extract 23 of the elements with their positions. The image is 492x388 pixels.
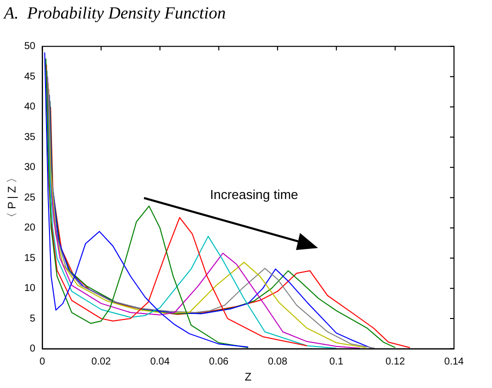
x-axis-title: Z	[244, 371, 252, 384]
x-tick-label: 0	[40, 356, 46, 368]
y-axis-title: 〈 P | Z 〉	[6, 172, 19, 224]
y-tick-label: 50	[24, 41, 36, 52]
x-tick-label: 0.08	[268, 356, 288, 368]
chart-title: A. Probability Density Function	[3, 4, 226, 23]
x-tick-label: 0.12	[385, 356, 406, 368]
x-tick-label: 0.02	[91, 356, 112, 368]
y-tick-label: 15	[24, 252, 36, 264]
y-tick-label: 25	[24, 192, 36, 204]
x-tick-label: 0.14	[444, 356, 464, 368]
y-tick-label: 0	[30, 344, 36, 355]
y-tick-label: 10	[24, 283, 36, 294]
y-tick-label: 5	[30, 313, 36, 324]
y-tick-label: 35	[24, 132, 36, 143]
y-tick-label: 40	[24, 102, 36, 113]
x-tick-label: 0.1	[329, 356, 344, 368]
annotation: Increasing time	[210, 187, 298, 202]
x-tick-label: 0.04	[150, 356, 170, 368]
x-tick-label: 0.06	[209, 356, 229, 368]
y-tick-label: 45	[24, 71, 36, 82]
y-tick-label: 20	[24, 222, 36, 234]
y-tick-label: 30	[24, 162, 36, 174]
